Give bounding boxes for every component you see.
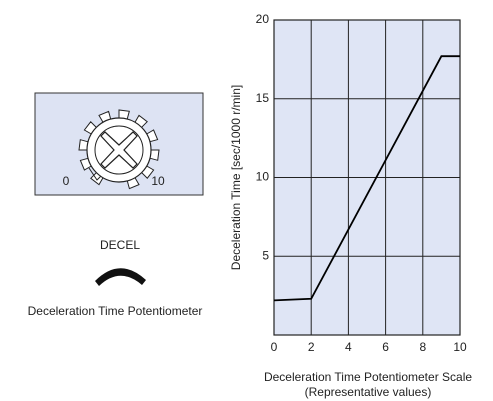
scale-min: 0 bbox=[63, 174, 70, 188]
x-tick-label: 6 bbox=[382, 340, 389, 354]
figure: 0 10 DECEL Deceleration Time Potentiomet… bbox=[0, 0, 493, 401]
x-tick-label: 4 bbox=[345, 340, 352, 354]
y-axis-label: Deceleration Time [sec/1000 r/min] bbox=[229, 85, 243, 270]
y-tick-label: 20 bbox=[256, 12, 270, 26]
x-tick-label: 2 bbox=[308, 340, 315, 354]
y-tick-label: 10 bbox=[256, 170, 270, 184]
y-tick-label: 15 bbox=[256, 91, 270, 105]
x-axis-note: (Representative values) bbox=[305, 385, 432, 399]
x-tick-label: 0 bbox=[271, 340, 278, 354]
y-tick-label: 5 bbox=[262, 248, 269, 262]
caption: Deceleration Time Potentiometer bbox=[28, 304, 203, 318]
knob-label: DECEL bbox=[100, 238, 140, 252]
scale-max: 10 bbox=[151, 174, 165, 188]
rotation-arrow bbox=[95, 268, 146, 286]
x-tick-label: 8 bbox=[419, 340, 426, 354]
x-axis-label: Deceleration Time Potentiometer Scale bbox=[264, 370, 472, 384]
x-tick-label: 10 bbox=[453, 340, 467, 354]
